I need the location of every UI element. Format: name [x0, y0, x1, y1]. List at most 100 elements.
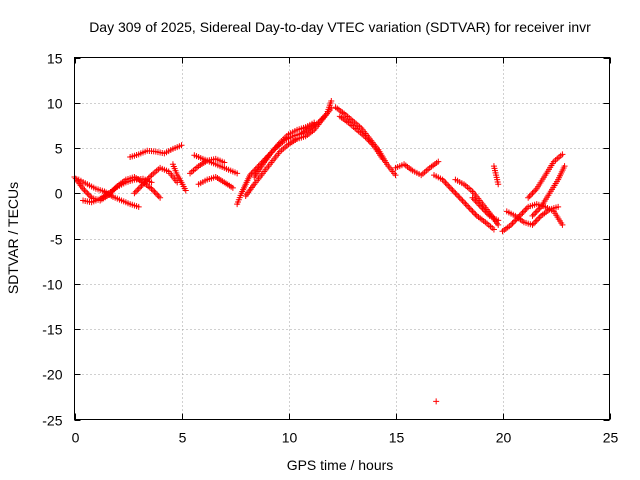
data-point: [151, 188, 158, 195]
data-point: [149, 187, 156, 194]
data-point: [456, 194, 463, 201]
x-tick-label: 0: [72, 430, 80, 446]
data-point: [475, 200, 482, 207]
y-tick-label: -20: [42, 367, 62, 383]
data-point: [533, 217, 540, 224]
y-tick-label: 0: [55, 186, 63, 202]
data-point: [449, 187, 456, 194]
chart-title: Day 309 of 2025, Sidereal Day-to-day VTE…: [89, 19, 591, 35]
data-point: [433, 398, 440, 405]
data-point: [555, 203, 562, 210]
data-point: [559, 151, 566, 158]
x-tick-label: 10: [282, 430, 298, 446]
data-point: [530, 188, 537, 195]
x-tick-label: 20: [496, 430, 512, 446]
data-point: [135, 203, 142, 210]
data-point: [82, 188, 89, 195]
data-point: [530, 211, 537, 218]
data-point: [466, 205, 473, 212]
data-point: [229, 184, 236, 191]
data-point: [311, 119, 318, 126]
data-point: [476, 202, 483, 209]
data-point: [529, 190, 536, 197]
data-point: [328, 97, 335, 104]
data-point: [530, 220, 537, 227]
data-point: [157, 194, 164, 201]
data-point: [155, 193, 162, 200]
y-tick-label: -25: [42, 413, 62, 429]
data-point: [154, 191, 161, 198]
y-tick-label: -15: [42, 322, 62, 338]
data-point: [135, 185, 142, 192]
data-point: [470, 209, 477, 216]
plot-frame: [74, 57, 610, 420]
data-point: [458, 196, 465, 203]
data-point: [137, 184, 144, 191]
data-point: [495, 217, 502, 224]
x-tick-label: 5: [179, 430, 187, 446]
data-point: [178, 142, 185, 149]
data-point: [535, 206, 542, 213]
data-point: [460, 199, 467, 206]
data-point: [443, 181, 450, 188]
data-point: [450, 188, 457, 195]
data-point: [132, 188, 139, 195]
data-point: [559, 221, 566, 228]
data-point: [463, 202, 470, 209]
data-point: [446, 184, 453, 191]
data-point: [379, 155, 386, 162]
y-tick-label: 10: [47, 96, 63, 112]
data-point: [221, 159, 228, 166]
x-tick-label: 25: [603, 430, 619, 446]
data-point: [182, 187, 189, 194]
data-point: [445, 182, 452, 189]
data-point: [536, 214, 543, 221]
y-tick-label: -5: [50, 232, 63, 248]
data-point: [234, 170, 241, 177]
data-point: [526, 193, 533, 200]
data-point: [131, 190, 138, 197]
data-points: [71, 97, 568, 405]
data-point: [469, 208, 476, 215]
data-point: [495, 181, 502, 188]
y-axis-label: SDTVAR / TECUs: [5, 182, 21, 294]
data-point: [85, 191, 92, 198]
data-point: [529, 212, 536, 219]
data-point: [465, 203, 472, 210]
data-point: [472, 211, 479, 218]
data-point: [519, 209, 526, 216]
y-tick-label: 15: [47, 51, 63, 67]
data-point: [533, 208, 540, 215]
data-point: [249, 169, 256, 176]
data-point: [134, 187, 141, 194]
data-point: [535, 215, 542, 222]
data-point: [84, 190, 91, 197]
data-point: [478, 203, 485, 210]
data-point: [462, 200, 469, 207]
data-point: [366, 138, 373, 145]
data-point: [452, 190, 459, 197]
data-point: [490, 226, 497, 233]
data-point: [147, 173, 154, 180]
data-point: [520, 208, 527, 215]
data-point: [510, 218, 517, 225]
data-point: [532, 209, 539, 216]
data-point: [328, 105, 335, 112]
data-point: [448, 185, 455, 192]
y-tick-label: -10: [42, 277, 62, 293]
data-point: [453, 191, 460, 198]
y-tick-label: 5: [55, 141, 63, 157]
data-point: [81, 187, 88, 194]
x-tick-label: 15: [389, 430, 405, 446]
grid: [74, 57, 610, 420]
data-point: [522, 206, 529, 213]
axes: 0 5 10 15 20 25 -25 -20 -15 -10 -5 0 5 10 15: [42, 51, 618, 446]
data-point: [509, 220, 516, 227]
data-point: [441, 178, 448, 185]
data-point: [152, 190, 159, 197]
data-point: [532, 187, 539, 194]
data-point: [525, 194, 532, 201]
data-point: [528, 191, 535, 198]
x-axis-label: GPS time / hours: [287, 457, 394, 473]
